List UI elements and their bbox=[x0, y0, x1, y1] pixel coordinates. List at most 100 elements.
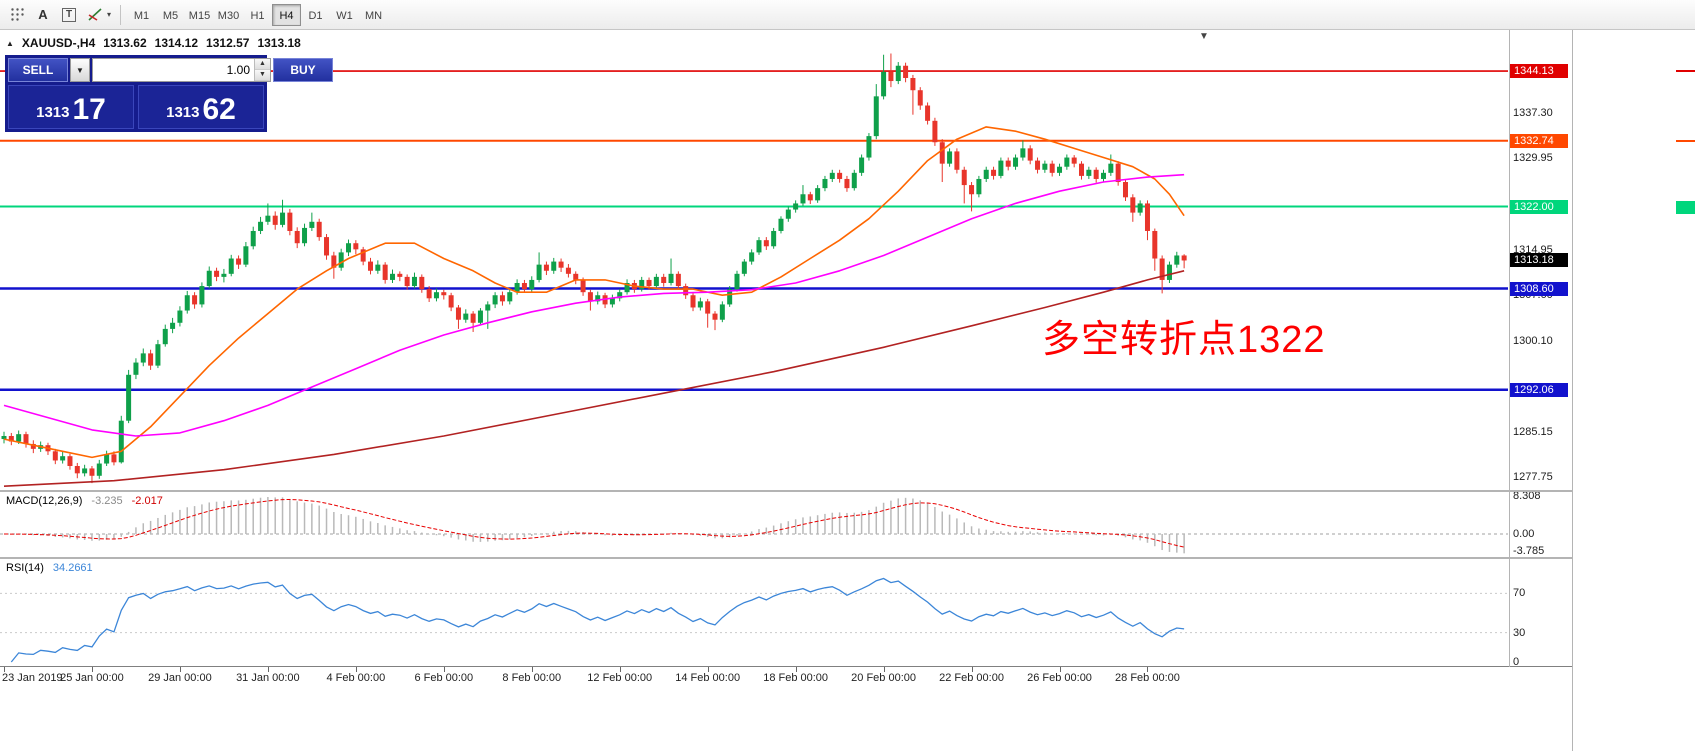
time-axis-label: 6 Feb 00:00 bbox=[414, 672, 474, 684]
timeframe-button-m5[interactable]: M5 bbox=[162, 9, 179, 22]
time-axis-tick bbox=[795, 667, 797, 672]
time-axis-tick bbox=[707, 667, 709, 672]
volume-preset-dropdown[interactable]: ▼ bbox=[70, 58, 90, 82]
trendline-icon[interactable] bbox=[82, 3, 108, 27]
chart-shift-marker[interactable]: ▼ bbox=[1199, 31, 1209, 42]
text-icon[interactable]: A bbox=[30, 3, 56, 27]
time-axis-separator bbox=[0, 666, 1572, 667]
volume-input[interactable] bbox=[93, 59, 254, 81]
price-axis-label: 1329.95 bbox=[1513, 151, 1553, 164]
buy-price-main: 1313 bbox=[166, 104, 200, 121]
ohlc-open: 1313.62 bbox=[103, 36, 147, 50]
time-axis-label: 26 Feb 00:00 bbox=[1027, 672, 1092, 684]
price-axis-label: 1300.10 bbox=[1513, 334, 1553, 347]
macd-signal-value: -2.017 bbox=[131, 495, 163, 507]
resistance-badge: 1344.13 bbox=[1510, 64, 1568, 79]
rsi-axis-label: 0 bbox=[1513, 656, 1520, 668]
time-axis-tick bbox=[443, 667, 445, 672]
price-axis-separator bbox=[1509, 30, 1510, 667]
time-axis-label: 12 Feb 00:00 bbox=[587, 672, 653, 684]
ohlc-low: 1312.57 bbox=[206, 36, 250, 50]
time-axis-tick bbox=[619, 667, 621, 672]
text-icon-glyph: A bbox=[38, 7, 48, 22]
macd-header: MACD(12,26,9) -3.235 -2.017 bbox=[6, 495, 163, 507]
symbol-ohlc-bar: ▲ XAUUSD-,H4 1313.62 1314.12 1312.57 131… bbox=[6, 36, 301, 50]
timeframe-toolbar: M1 M5 M15 M30 H1 H4 D1 W1 MN bbox=[127, 3, 388, 27]
time-axis-label: 25 Jan 00:00 bbox=[60, 672, 124, 684]
time-axis-tick bbox=[355, 667, 357, 672]
symbol-label: XAUUSD-,H4 bbox=[21, 36, 96, 50]
macd-axis-label: 8.308 bbox=[1513, 489, 1541, 502]
adjacent-chart-level-sliver bbox=[1676, 200, 1695, 214]
time-axis-label: 4 Feb 00:00 bbox=[326, 672, 386, 684]
rsi-value: 34.2661 bbox=[52, 562, 93, 574]
adjacent-chart-level-sliver bbox=[1676, 70, 1695, 73]
text-label-icon[interactable]: T bbox=[56, 3, 82, 27]
text-label-icon-glyph: T bbox=[61, 7, 77, 22]
rsi-title: RSI(14) bbox=[6, 562, 44, 574]
chart-annotation: 多空转折点1322 bbox=[1042, 319, 1326, 361]
buy-price-pips: 62 bbox=[202, 93, 236, 126]
time-axis-tick bbox=[4, 667, 5, 672]
time-axis-tick bbox=[267, 667, 269, 672]
time-axis-label: 22 Feb 00:00 bbox=[939, 672, 1004, 684]
timeframe-button-w1[interactable]: W1 bbox=[336, 9, 353, 22]
one-click-trading-panel: SELL ▼ ▲ ▼ BUY 1313 17 1313 62 bbox=[5, 55, 333, 132]
timeframe-button-m1[interactable]: M1 bbox=[133, 9, 150, 22]
macd-axis-label: -3.785 bbox=[1513, 545, 1545, 558]
time-axis-label: 14 Feb 00:00 bbox=[675, 672, 741, 684]
time-axis-label: 8 Feb 00:00 bbox=[502, 672, 562, 684]
chevron-down-icon[interactable]: ▾ bbox=[106, 10, 111, 19]
time-axis-tick bbox=[1059, 667, 1061, 672]
ohlc-close: 1313.18 bbox=[257, 36, 301, 50]
collapse-panel-icon[interactable]: ▲ bbox=[6, 38, 14, 48]
sell-button[interactable]: SELL bbox=[8, 58, 68, 82]
timeframe-button-h1[interactable]: H1 bbox=[250, 9, 265, 22]
rsi-panel-splitter[interactable] bbox=[0, 557, 1572, 559]
buy-price-display[interactable]: 1313 62 bbox=[138, 85, 264, 129]
timeframe-button-m30[interactable]: M30 bbox=[217, 9, 240, 22]
volume-spinner: ▲ ▼ bbox=[254, 59, 270, 81]
timeframe-button-mn[interactable]: MN bbox=[364, 9, 383, 22]
volume-increase-button[interactable]: ▲ bbox=[255, 59, 270, 70]
time-axis-label: 29 Jan 00:00 bbox=[148, 672, 212, 684]
macd-axis-label: 0.00 bbox=[1513, 528, 1535, 540]
price-axis-label: 1285.15 bbox=[1513, 426, 1553, 439]
support-badge: 1292.06 bbox=[1510, 382, 1568, 397]
chart-window-border bbox=[1572, 30, 1573, 751]
volume-box: ▲ ▼ bbox=[92, 58, 271, 82]
trendline-icon-glyph bbox=[87, 8, 102, 21]
crosshair-icon-glyph bbox=[10, 8, 24, 21]
macd-value: -3.235 bbox=[91, 495, 123, 507]
current-price-badge: 1313.18 bbox=[1510, 253, 1568, 268]
time-axis-label: 28 Feb 00:00 bbox=[1115, 672, 1180, 684]
time-axis-label: 20 Feb 00:00 bbox=[851, 672, 917, 684]
time-axis-tick bbox=[179, 667, 181, 672]
price-axis-label: 1337.30 bbox=[1513, 106, 1553, 119]
chevron-down-icon: ▼ bbox=[76, 65, 84, 75]
toolbar-separator bbox=[120, 4, 121, 25]
volume-decrease-button[interactable]: ▼ bbox=[255, 70, 270, 81]
time-axis-label: 31 Jan 00:00 bbox=[236, 672, 300, 684]
sell-price-display[interactable]: 1313 17 bbox=[8, 85, 134, 129]
time-axis-tick bbox=[883, 667, 885, 672]
time-axis-tick bbox=[91, 667, 93, 672]
buy-button[interactable]: BUY bbox=[273, 58, 333, 82]
rsi-header: RSI(14) 34.2661 bbox=[6, 562, 93, 574]
time-axis-tick bbox=[971, 667, 973, 672]
time-axis-label: 23 Jan 2019 bbox=[2, 672, 63, 684]
toolbar: A T ▾ M1 M5 M15 M30 H1 H4 D1 W1 MN bbox=[0, 0, 1695, 30]
resistance-badge: 1332.74 bbox=[1510, 133, 1568, 148]
sell-price-main: 1313 bbox=[36, 104, 70, 121]
timeframe-button-h4[interactable]: H4 bbox=[272, 3, 301, 26]
macd-panel-splitter[interactable] bbox=[0, 490, 1572, 492]
sell-price-pips: 17 bbox=[72, 93, 106, 126]
ohlc-high: 1314.12 bbox=[154, 36, 199, 50]
rsi-axis-label: 30 bbox=[1513, 626, 1526, 639]
price-axis-label: 1277.75 bbox=[1513, 471, 1553, 484]
timeframe-button-d1[interactable]: D1 bbox=[308, 9, 323, 22]
timeframe-button-m15[interactable]: M15 bbox=[188, 9, 211, 22]
crosshair-icon[interactable] bbox=[4, 3, 30, 27]
